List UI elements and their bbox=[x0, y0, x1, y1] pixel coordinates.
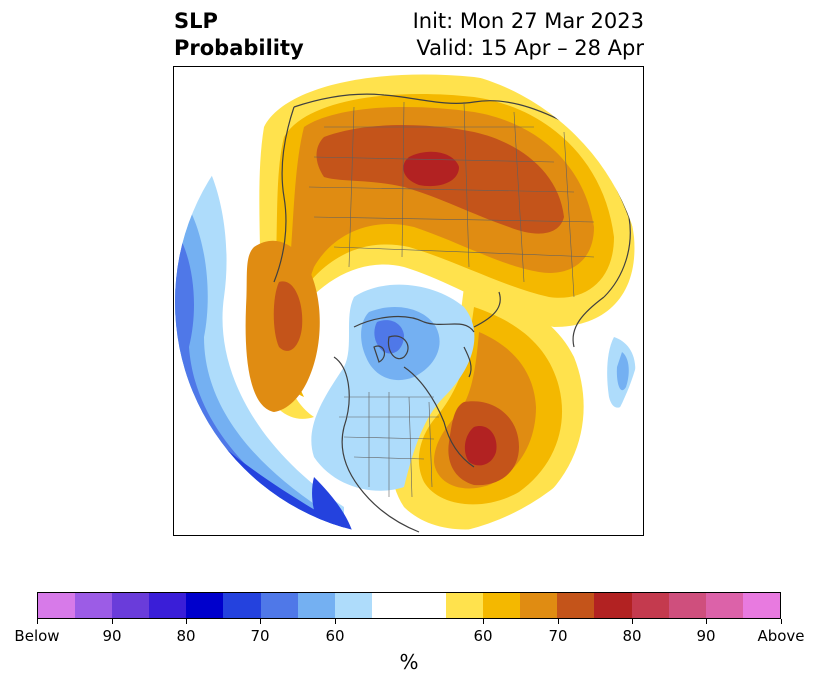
colorbar-tick-mark bbox=[558, 619, 559, 624]
colorbar-segment bbox=[371, 593, 409, 618]
title-line-2: Probability bbox=[174, 36, 304, 60]
colorbar-tick-mark bbox=[37, 619, 38, 624]
colorbar-tick-label: 90 bbox=[696, 627, 716, 645]
political-borders bbox=[308, 101, 595, 498]
colorbar-segment bbox=[75, 593, 113, 618]
colorbar-tick-mark bbox=[186, 619, 187, 624]
colorbar-tick-label: 90 bbox=[102, 627, 122, 645]
colorbar-segment bbox=[668, 593, 706, 618]
colorbar-tick-label: 80 bbox=[176, 627, 196, 645]
colorbar-segment bbox=[520, 593, 558, 618]
colorbar-tick-mark bbox=[781, 619, 782, 624]
colorbar-segment bbox=[594, 593, 632, 618]
colorbar-segment bbox=[742, 593, 780, 618]
colorbar-segment bbox=[483, 593, 521, 618]
colorbar-segment bbox=[446, 593, 484, 618]
colorbar-tick-mark bbox=[706, 619, 707, 624]
colorbar-segment bbox=[112, 593, 150, 618]
colorbar-segment bbox=[705, 593, 743, 618]
probability-map bbox=[173, 66, 644, 536]
colorbar-segment bbox=[408, 593, 447, 618]
colorbar-tick-mark bbox=[632, 619, 633, 624]
colorbar bbox=[37, 592, 781, 619]
map-title: SLP Probability bbox=[174, 8, 304, 62]
colorbar-tick-label: 60 bbox=[325, 627, 345, 645]
colorbar-unit-label: % bbox=[399, 650, 419, 674]
colorbar-tick-label: 70 bbox=[548, 627, 568, 645]
colorbar-tick-label: Above bbox=[757, 627, 805, 645]
colorbar-tick-mark bbox=[483, 619, 484, 624]
colorbar-segment bbox=[186, 593, 224, 618]
coastlines bbox=[273, 93, 631, 533]
date-info: Init: Mon 27 Mar 2023 Valid: 15 Apr – 28… bbox=[413, 8, 644, 62]
colorbar-segment bbox=[149, 593, 187, 618]
colorbar-tick-label: Below bbox=[14, 627, 60, 645]
probability-fill bbox=[175, 67, 643, 535]
colorbar-segment bbox=[297, 593, 335, 618]
map-canvas bbox=[175, 67, 643, 535]
colorbar-segment bbox=[334, 593, 372, 618]
init-date-label: Init: Mon 27 Mar 2023 bbox=[412, 9, 644, 33]
colorbar-segment bbox=[557, 593, 595, 618]
colorbar-tick-label: 80 bbox=[622, 627, 642, 645]
colorbar-segment bbox=[38, 593, 76, 618]
colorbar-tick-mark bbox=[335, 619, 336, 624]
colorbar-tick-label: 70 bbox=[250, 627, 270, 645]
colorbar-segment bbox=[631, 593, 669, 618]
colorbar-tick-mark bbox=[260, 619, 261, 624]
colorbar-tick-mark bbox=[112, 619, 113, 624]
colorbar-segment bbox=[223, 593, 261, 618]
colorbar-segment bbox=[260, 593, 298, 618]
colorbar-tick-label: 60 bbox=[473, 627, 493, 645]
title-line-1: SLP bbox=[174, 9, 218, 33]
valid-date-label: Valid: 15 Apr – 28 Apr bbox=[416, 36, 644, 60]
